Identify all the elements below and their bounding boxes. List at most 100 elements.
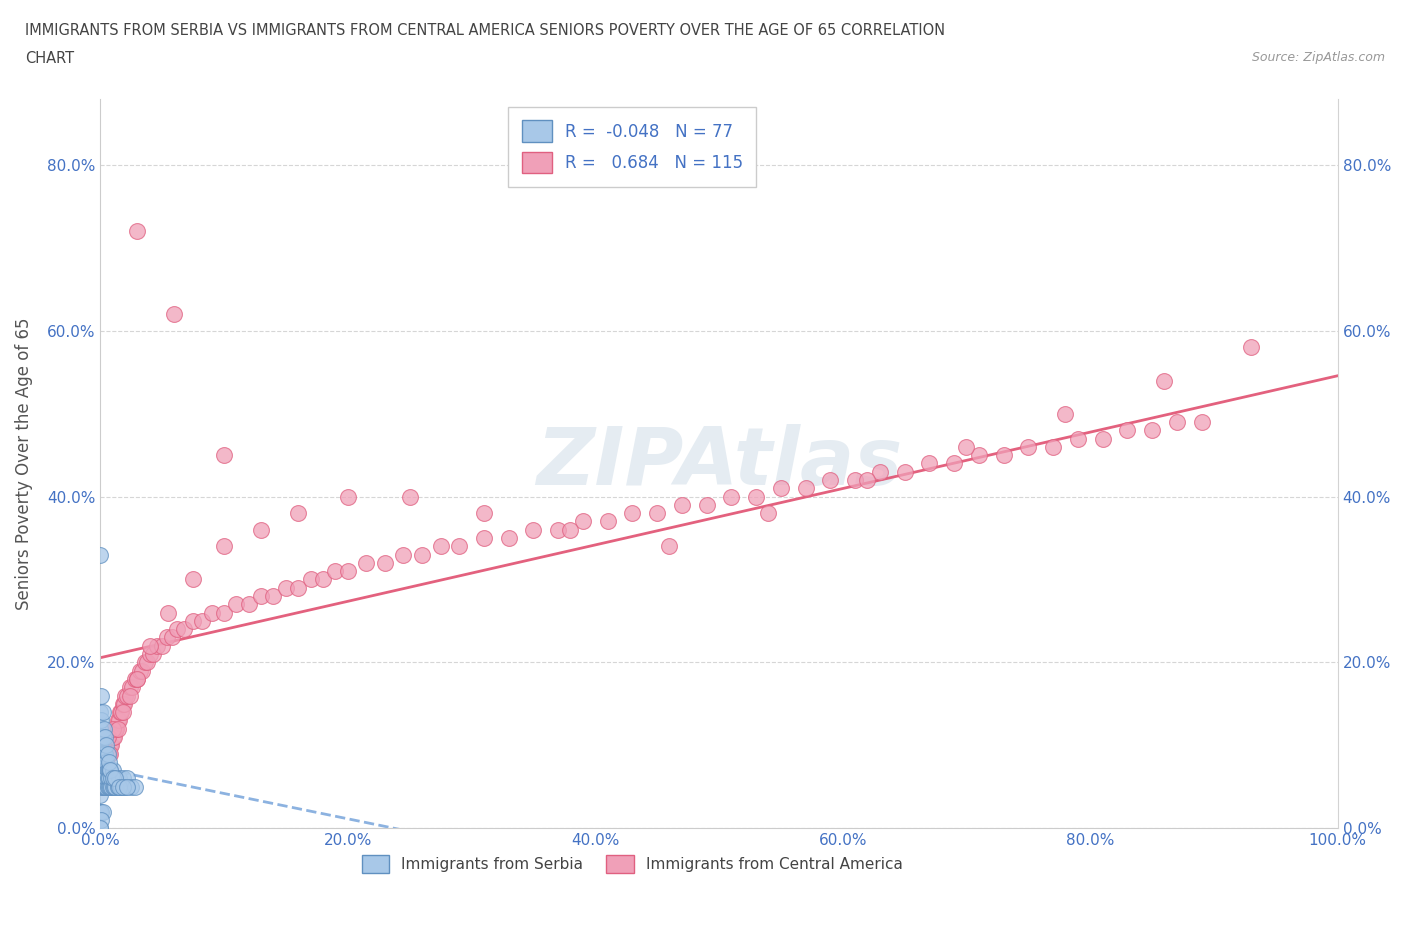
Point: [91, 771, 114, 786]
Point: [758, 506, 780, 521]
Point: [96, 771, 118, 786]
Point: [103, 729, 125, 744]
Point: [124, 779, 146, 794]
Point: [127, 671, 149, 686]
Point: [101, 722, 124, 737]
Point: [398, 489, 420, 504]
Point: [90, 813, 112, 828]
Point: [134, 655, 156, 670]
Point: [139, 638, 162, 653]
Point: [91, 705, 114, 720]
Point: [118, 680, 141, 695]
Point: [146, 638, 169, 653]
Point: [89, 804, 111, 819]
Point: [160, 630, 183, 644]
Point: [114, 688, 136, 703]
Point: [93, 763, 115, 777]
Point: [560, 523, 582, 538]
Text: ZIPAtlas: ZIPAtlas: [536, 424, 903, 502]
Point: [156, 630, 179, 644]
Point: [89, 737, 111, 752]
Point: [90, 746, 112, 761]
Point: [287, 506, 309, 521]
Point: [212, 538, 235, 553]
Point: [111, 705, 134, 720]
Point: [98, 763, 121, 777]
Point: [101, 763, 124, 777]
Point: [621, 506, 644, 521]
Text: IMMIGRANTS FROM SERBIA VS IMMIGRANTS FROM CENTRAL AMERICA SENIORS POVERTY OVER T: IMMIGRANTS FROM SERBIA VS IMMIGRANTS FRO…: [25, 23, 945, 38]
Point: [89, 771, 111, 786]
Point: [128, 663, 150, 678]
Point: [121, 680, 143, 695]
Point: [943, 456, 966, 471]
Point: [97, 771, 120, 786]
Point: [96, 737, 118, 752]
Point: [91, 771, 114, 786]
Point: [139, 646, 162, 661]
Point: [1067, 432, 1090, 446]
Point: [967, 447, 990, 462]
Point: [250, 589, 273, 604]
Point: [869, 464, 891, 479]
Point: [90, 754, 112, 769]
Point: [263, 589, 285, 604]
Point: [658, 538, 681, 553]
Point: [111, 697, 134, 711]
Point: [120, 779, 142, 794]
Point: [101, 729, 124, 744]
Point: [97, 779, 120, 794]
Point: [108, 779, 131, 794]
Point: [94, 729, 117, 744]
Point: [173, 622, 195, 637]
Point: [114, 779, 136, 794]
Point: [820, 472, 842, 487]
Point: [117, 771, 139, 786]
Point: [98, 779, 121, 794]
Point: [91, 754, 114, 769]
Point: [955, 439, 977, 454]
Point: [90, 804, 112, 819]
Point: [124, 671, 146, 686]
Point: [104, 722, 127, 737]
Point: [97, 771, 120, 786]
Point: [107, 722, 129, 737]
Point: [97, 729, 120, 744]
Point: [336, 564, 359, 578]
Point: [472, 531, 495, 546]
Point: [100, 737, 122, 752]
Point: [93, 722, 115, 737]
Point: [91, 763, 114, 777]
Point: [112, 697, 135, 711]
Point: [104, 771, 127, 786]
Point: [97, 754, 120, 769]
Point: [856, 472, 879, 487]
Point: [89, 722, 111, 737]
Point: [720, 489, 742, 504]
Point: [105, 771, 128, 786]
Point: [100, 779, 122, 794]
Point: [225, 597, 247, 612]
Point: [1140, 423, 1163, 438]
Point: [94, 771, 117, 786]
Point: [1091, 432, 1114, 446]
Point: [117, 779, 139, 794]
Point: [91, 729, 114, 744]
Point: [325, 564, 347, 578]
Text: CHART: CHART: [25, 51, 75, 66]
Point: [90, 713, 112, 728]
Point: [1116, 423, 1139, 438]
Point: [90, 729, 112, 744]
Point: [596, 514, 619, 529]
Point: [94, 754, 117, 769]
Point: [96, 779, 118, 794]
Point: [96, 754, 118, 769]
Point: [93, 746, 115, 761]
Point: [356, 555, 378, 570]
Point: [90, 779, 112, 794]
Point: [250, 523, 273, 538]
Point: [181, 572, 204, 587]
Point: [671, 498, 693, 512]
Point: [91, 804, 114, 819]
Point: [1017, 439, 1039, 454]
